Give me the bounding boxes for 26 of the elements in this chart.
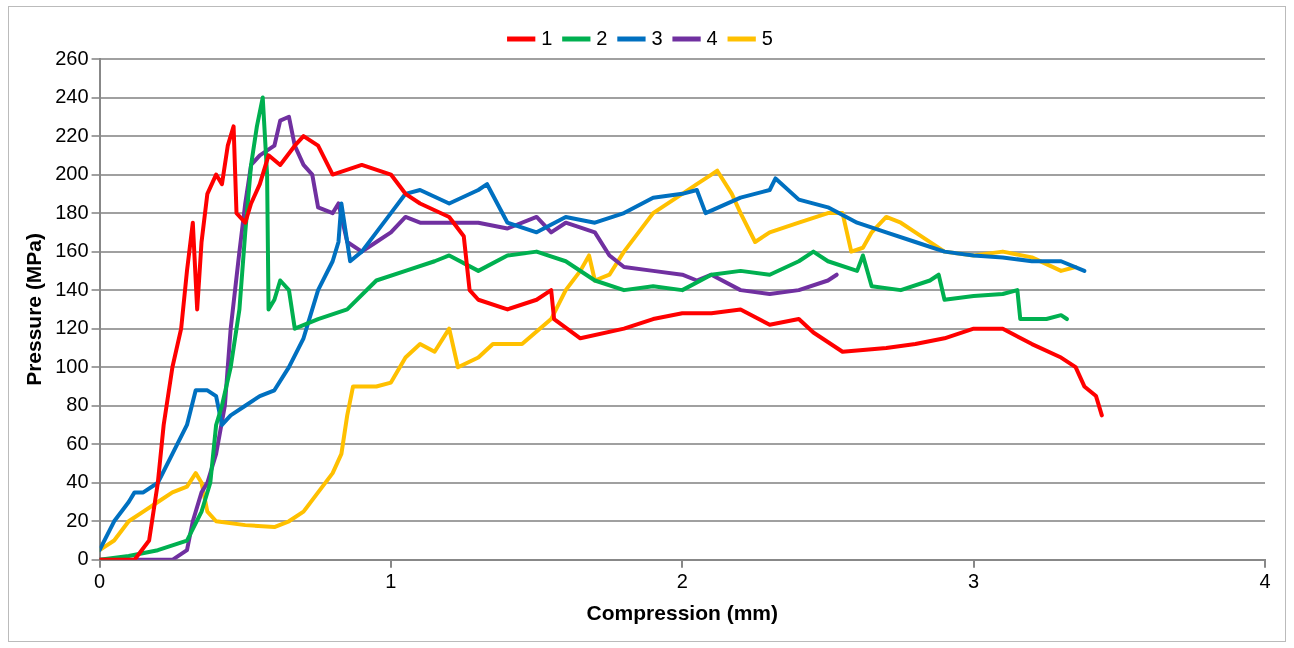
x-tick-label: 0 (94, 570, 106, 593)
y-tick-label: 60 (66, 431, 89, 454)
y-tick-label: 80 (66, 393, 89, 416)
x-tick-label: 3 (968, 570, 980, 593)
x-tick-label: 4 (1259, 570, 1271, 593)
y-tick-label: 120 (55, 316, 89, 339)
y-axis-title: Pressure (MPa) (22, 232, 46, 386)
legend-label: 3 (651, 26, 663, 49)
y-tick-label: 40 (66, 470, 89, 493)
y-tick-label: 180 (55, 200, 89, 223)
y-tick-label: 200 (55, 162, 89, 185)
x-tick-label: 1 (385, 570, 397, 593)
x-tick-label: 2 (676, 570, 688, 593)
legend-label: 4 (706, 26, 718, 49)
y-tick-label: 0 (77, 547, 89, 570)
y-tick-label: 100 (55, 354, 89, 377)
legend-label: 5 (761, 26, 773, 49)
y-tick-label: 20 (66, 508, 89, 531)
y-tick-label: 140 (55, 277, 89, 300)
y-tick-label: 240 (55, 85, 89, 108)
legend-label: 1 (541, 26, 553, 49)
y-tick-label: 260 (55, 46, 89, 69)
y-tick-label: 220 (55, 123, 89, 146)
legend-label: 2 (596, 26, 608, 49)
y-tick-label: 160 (55, 239, 89, 262)
x-axis-title: Compression (mm) (586, 601, 778, 625)
